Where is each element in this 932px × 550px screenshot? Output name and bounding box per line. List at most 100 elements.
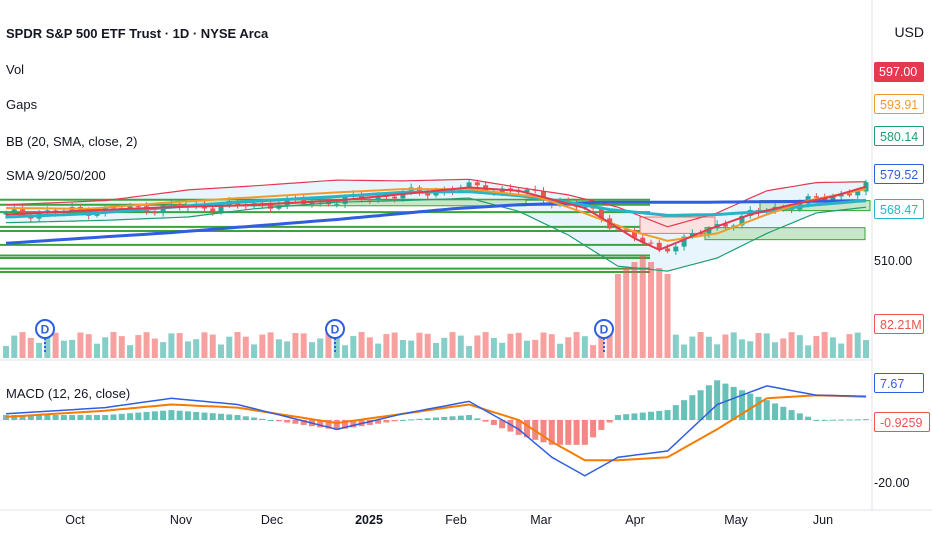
macd-histogram-bar [284,420,291,423]
x-tick-apr: Apr [625,513,645,527]
volume-bar [184,341,191,358]
macd-histogram-bar [292,420,299,424]
candle-body [656,242,662,249]
price-tag-bb-basis: 580.14 [874,126,924,146]
volume-bar [308,342,315,358]
x-tick-may: May [724,513,748,527]
candle-body [425,191,431,196]
volume-bar [457,335,464,358]
volume-bar [333,335,340,358]
macd-histogram-bar [60,415,67,420]
candle-body [739,215,745,226]
volume-bar [292,333,299,358]
candle-body [623,229,629,231]
volume-bar [689,336,696,358]
macd-histogram-bar [151,411,158,420]
macd-histogram-bar [300,420,307,425]
x-tick-feb: Feb [445,513,467,527]
volume-bar [11,335,18,358]
macd-histogram-bar [474,418,481,420]
volume-bar [581,336,588,358]
volume-bar [557,343,564,358]
macd-histogram-bar [333,420,340,430]
volume-bar [168,333,175,358]
macd-histogram-bar [317,420,324,428]
volume-bar [275,339,282,358]
price-tag-sma20: 593.91 [874,94,924,114]
macd-histogram-bar [689,395,696,420]
legend-macd[interactable]: MACD (12, 26, close) [6,386,131,401]
macd-histogram-bar [242,416,249,420]
macd-histogram-bar [788,410,795,420]
volume-bar [433,342,439,358]
volume-bar [614,274,621,358]
volume-bar [738,339,745,358]
macd-histogram-bar [557,420,564,445]
macd-histogram-bar [540,420,547,443]
macd-histogram-bar [251,417,258,420]
candle-body [698,233,704,235]
candle-body [541,190,546,200]
volume-bar [813,336,820,358]
histogram-tag: -0.9259 [874,412,930,432]
volume-bar [36,342,43,358]
macd-pane [0,380,872,477]
macd-histogram-bar [201,412,208,420]
macd-histogram-bar [52,415,59,420]
macd-histogram-bar [631,413,638,420]
volume-bar [722,334,729,358]
volume-bar [251,344,258,358]
macd-histogram-bar [755,396,762,420]
volume-bar [325,332,332,358]
volume-bar [730,332,737,358]
currency-label[interactable]: USD [894,24,924,40]
sma200-line [5,199,867,245]
candle-body [334,203,340,205]
candle-body [731,225,737,227]
macd-histogram-bar [218,413,224,420]
volume-bar [300,333,307,358]
candle-body [830,196,836,201]
macd-histogram-bar [598,420,605,430]
volume-bar [44,333,51,358]
indicator-lines [5,178,867,272]
macd-histogram-bar [391,420,398,422]
volume-bar [242,336,249,358]
volume-bar [391,332,398,358]
x-tick-2025: 2025 [355,513,383,527]
macd-histogram-bar [85,415,92,420]
candle-body [268,204,274,209]
chart-title: SPDR S&P 500 ETF Trust · 1D · NYSE Arca [6,26,269,41]
volume-bar [590,345,597,358]
candle-body [466,182,472,189]
candle-body [673,246,679,252]
macd-histogram-bar [424,418,431,420]
volume-bar [234,332,241,358]
volume-bar [606,332,613,358]
volume-bar [226,336,233,358]
legend-vol[interactable]: Vol [6,62,25,77]
x-tick-mar: Mar [530,513,552,527]
volume-bar [209,334,216,358]
volume-bar [284,341,291,358]
bb-upper-line [5,178,867,228]
volume-bar [69,339,76,358]
gap-zone [185,199,527,207]
volume-bar [821,332,828,358]
candle-body [392,196,398,199]
legend-bb[interactable]: BB (20, SMA, close, 2) [6,134,138,149]
macd-histogram-bar [325,420,332,429]
macd-histogram-bar [275,420,282,422]
x-tick-jun: Jun [812,513,834,527]
macd-histogram-bar [399,420,406,421]
legend-sma[interactable]: SMA 9/20/50/200 [6,168,106,183]
dividend-label: D [600,323,609,337]
macd-histogram-bar [259,418,266,420]
volume-bar [317,338,324,358]
macd-histogram-bar [36,415,43,420]
bb-lower-line [5,197,867,272]
volume-bar [218,344,224,358]
legend-gaps[interactable]: Gaps [6,97,38,112]
volume-bar [664,274,671,358]
